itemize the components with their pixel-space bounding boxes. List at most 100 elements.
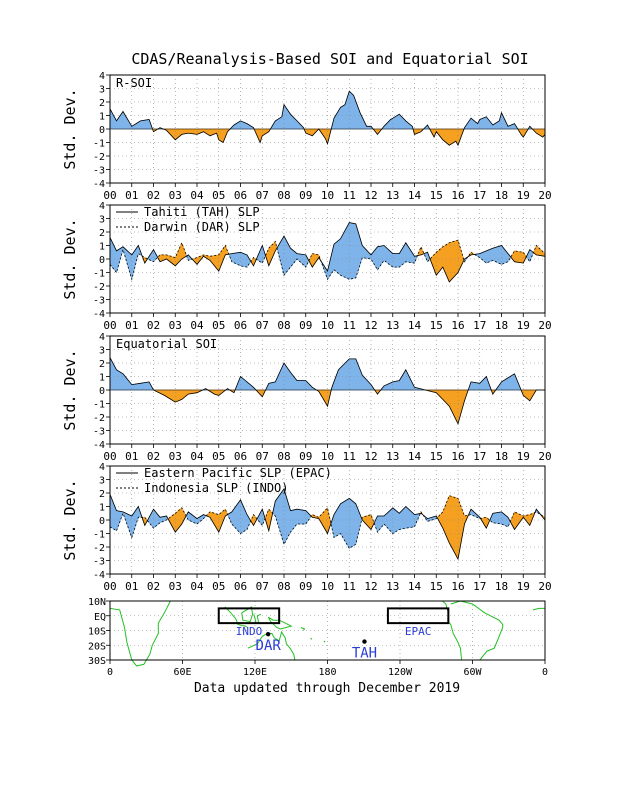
x-tick-label: 13 <box>386 189 399 202</box>
x-tick-label: 19 <box>517 319 530 332</box>
x-tick-label: 06 <box>234 580 247 593</box>
series-line <box>109 495 546 549</box>
x-tick-label: 18 <box>495 450 508 463</box>
x-tick-label: 13 <box>386 319 399 332</box>
x-tick-label: 20 <box>538 189 551 202</box>
coastline <box>323 640 326 643</box>
x-tick-label: 00 <box>103 580 116 593</box>
y-tick-label: 0 <box>99 516 105 527</box>
y-tick-label: -4 <box>93 570 105 581</box>
legend-label: Tahiti (TAH) SLP <box>144 205 260 219</box>
station-label: TAH <box>352 646 377 662</box>
y-tick-label: 2 <box>99 359 105 370</box>
x-tick-label: 06 <box>234 189 247 202</box>
series-line <box>109 222 546 283</box>
x-tick-label: 15 <box>430 450 443 463</box>
x-tick-label: 04 <box>190 189 204 202</box>
x-tick-label: 12 <box>364 450 377 463</box>
y-tick-label: 4 <box>99 462 105 473</box>
y-tick-label: 1 <box>99 503 105 514</box>
map-lon-label: 180 <box>318 667 336 678</box>
x-tick-label: 06 <box>234 450 247 463</box>
region-label: EPAC <box>405 625 432 638</box>
x-tick-label: 05 <box>212 450 225 463</box>
x-tick-label: 10 <box>321 319 334 332</box>
y-tick-label: 3 <box>99 85 105 96</box>
coastline <box>532 607 545 611</box>
map-lon-label: 60W <box>463 667 482 678</box>
y-tick-label: 2 <box>99 489 105 500</box>
x-tick-label: 14 <box>408 450 422 463</box>
y-tick-label: 3 <box>99 476 105 487</box>
x-tick-label: 08 <box>277 450 290 463</box>
map-lat-label: 30S <box>88 656 106 667</box>
x-tick-label: 05 <box>212 189 225 202</box>
y-tick-label: 3 <box>99 346 105 357</box>
x-tick-label: 17 <box>473 319 486 332</box>
y-tick-label: 1 <box>99 373 105 384</box>
x-tick-label: 09 <box>299 580 312 593</box>
x-tick-label: 18 <box>495 189 508 202</box>
x-tick-label: 01 <box>125 319 138 332</box>
x-tick-label: 11 <box>343 319 356 332</box>
x-tick-label: 20 <box>538 319 551 332</box>
y-tick-label: -2 <box>93 543 105 554</box>
series-line <box>109 488 546 561</box>
x-tick-label: 04 <box>190 580 204 593</box>
map-lon-label: 0 <box>107 667 113 678</box>
x-tick-label: 09 <box>299 189 312 202</box>
x-tick-label: 02 <box>147 580 160 593</box>
region-label: INDO <box>236 625 263 638</box>
x-tick-label: 07 <box>256 189 269 202</box>
y-tick-label: -1 <box>93 139 105 150</box>
x-tick-label: 03 <box>169 189 182 202</box>
x-tick-label: 06 <box>234 319 247 332</box>
y-tick-label: 0 <box>99 125 105 136</box>
coastline <box>109 600 171 667</box>
y-axis-label: Std. Dev. <box>61 88 79 169</box>
x-tick-label: 10 <box>321 580 334 593</box>
x-tick-label: 15 <box>430 580 443 593</box>
series-line <box>109 239 546 281</box>
region-box-indo <box>217 607 281 625</box>
x-tick-label: 11 <box>343 580 356 593</box>
x-tick-label: 11 <box>343 189 356 202</box>
x-tick-label: 05 <box>212 319 225 332</box>
x-tick-label: 07 <box>256 450 269 463</box>
legend-label: Darwin (DAR) SLP <box>144 220 260 234</box>
map-lat-label: 20S <box>88 641 106 652</box>
x-tick-label: 12 <box>364 189 377 202</box>
x-tick-label: 10 <box>321 189 334 202</box>
y-tick-label: -4 <box>93 309 105 320</box>
x-tick-label: 07 <box>256 580 269 593</box>
legend-label: Eastern Pacific SLP (EPAC) <box>144 466 332 480</box>
y-tick-label: -3 <box>93 557 105 568</box>
x-tick-label: 08 <box>277 580 290 593</box>
coastline <box>224 606 249 628</box>
x-tick-label: 07 <box>256 319 269 332</box>
y-tick-label: -2 <box>93 152 105 163</box>
x-tick-label: 12 <box>364 319 377 332</box>
x-tick-label: 14 <box>408 319 422 332</box>
x-tick-label: 12 <box>364 580 377 593</box>
x-tick-label: 00 <box>103 450 116 463</box>
y-tick-label: 4 <box>99 332 105 343</box>
x-tick-label: 08 <box>277 319 290 332</box>
y-tick-label: -3 <box>93 166 105 177</box>
x-tick-label: 11 <box>343 450 356 463</box>
x-tick-label: 16 <box>451 580 464 593</box>
x-tick-label: 09 <box>299 450 312 463</box>
y-axis-label: Std. Dev. <box>61 479 79 560</box>
x-tick-label: 16 <box>451 189 464 202</box>
coastline <box>247 630 296 661</box>
x-tick-label: 18 <box>495 580 508 593</box>
x-tick-label: 01 <box>125 580 138 593</box>
panel-label: Equatorial SOI <box>116 337 217 351</box>
